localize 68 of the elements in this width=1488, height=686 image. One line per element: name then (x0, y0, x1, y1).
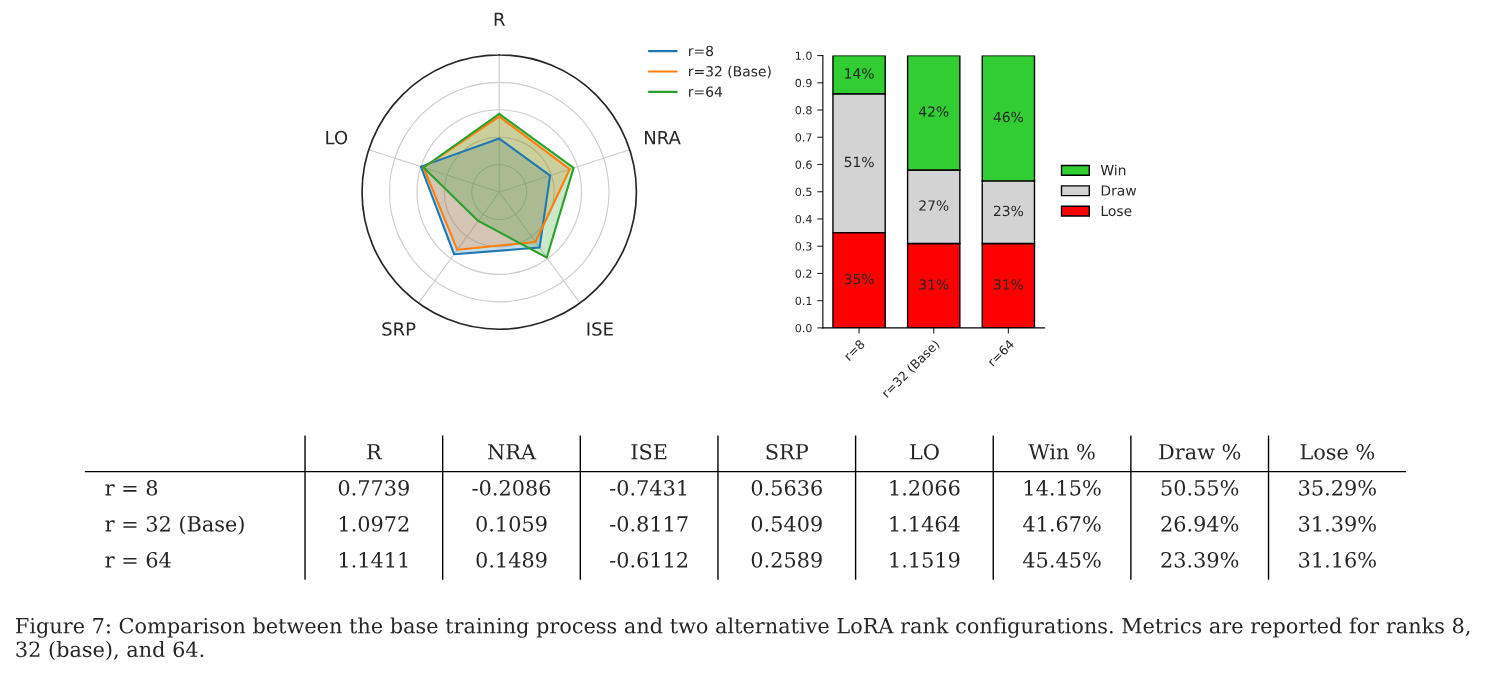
spoke-label: ISE (587, 322, 613, 336)
legend-label: r=64 (689, 86, 723, 97)
data-label: 51% (844, 156, 874, 168)
text: 23.39% (1161, 551, 1239, 568)
data-label: 27% (919, 200, 949, 211)
text: 45.45% (1022, 551, 1101, 568)
legend-label: Win (1100, 164, 1126, 176)
text: -0.2086 (472, 479, 551, 496)
text: 1.1411 (339, 551, 408, 568)
category-label: Lose % (1300, 443, 1375, 460)
text: -0.8117 (610, 515, 688, 532)
data-label: 46% (993, 111, 1024, 123)
category-label: Win % (1028, 443, 1095, 460)
category-label: ISE (631, 443, 667, 460)
spoke-label: R (494, 12, 505, 26)
data-label: 31% (919, 279, 949, 290)
text: -0.6112 (610, 551, 688, 568)
data-label: 31% (993, 279, 1024, 290)
data-label: 23% (993, 205, 1024, 217)
category-label: Draw % (1159, 443, 1241, 460)
category-label: r = 8 (105, 479, 158, 496)
text: 1.1519 (890, 551, 960, 568)
category-label: R (367, 444, 383, 460)
legend-label: Lose (1101, 205, 1132, 217)
category-label: NRA (488, 444, 537, 460)
text: 26.94% (1161, 515, 1239, 532)
category-label: LO (910, 443, 939, 460)
spoke-label: SRP (382, 322, 416, 336)
text: 0.1489 (476, 551, 547, 568)
data-label: 14% (845, 68, 874, 79)
text: 50.55% (1161, 479, 1239, 496)
data-label: 35% (844, 273, 874, 285)
data-label: 42% (918, 106, 949, 117)
spoke-label: NRA (645, 130, 681, 145)
text: 0.5409 (751, 515, 822, 532)
y-tick-label: 1.0 (796, 51, 812, 60)
y-tick-label: 0.4 (795, 214, 812, 224)
category-label: r = 32 (Base) (105, 515, 244, 535)
y-tick-label: 0.8 (795, 106, 812, 115)
text: 0.7739 (338, 479, 409, 496)
text: 0.5636 (751, 479, 822, 496)
spoke-label: LO (326, 130, 348, 145)
text: 0.2589 (751, 551, 822, 568)
x-tick-label: r=8 (843, 339, 866, 362)
text: 31.39% (1299, 515, 1376, 532)
text: 1.2066 (890, 479, 960, 496)
legend-label: r=32 (Base) (689, 65, 771, 79)
y-tick-label: 0.3 (795, 242, 812, 251)
text: 41.67% (1022, 515, 1101, 532)
y-tick-label: 0.9 (795, 78, 812, 88)
y-tick-label: 0.2 (795, 269, 812, 278)
text: -0.7431 (610, 479, 687, 496)
category-label: SRP (766, 443, 809, 460)
text: 1.1464 (890, 515, 960, 532)
y-tick-label: 0.1 (795, 296, 812, 306)
caption: Figure 7: Comparison between the base training process and two alternative LoRA rank configurations. Metrics are reported for ranks 8, 32 (base), and 64. (16, 617, 1470, 661)
text: 31.16% (1299, 551, 1376, 568)
text: 1.0972 (339, 515, 409, 532)
y-tick-label: 0.5 (795, 187, 812, 197)
legend-label: r=8 (689, 45, 714, 57)
text: 14.15% (1024, 479, 1101, 496)
y-tick-label: 0.6 (795, 160, 812, 169)
y-tick-label: 0.7 (795, 133, 812, 142)
category-label: r = 64 (105, 551, 171, 568)
legend-label: Draw (1101, 185, 1137, 196)
text: 0.1059 (476, 515, 547, 532)
y-tick-label: 0.0 (795, 323, 812, 333)
text: 35.29% (1299, 479, 1376, 496)
